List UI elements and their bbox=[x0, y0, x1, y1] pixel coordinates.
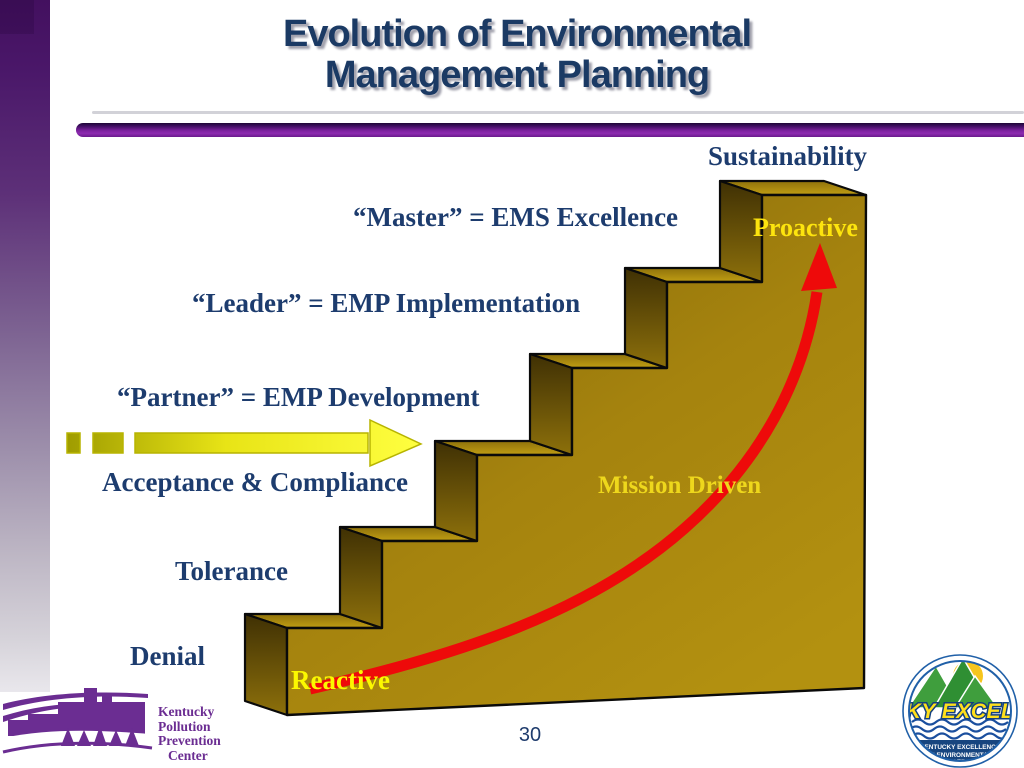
kyexcel-tagline1: KENTUCKY EXCELLENCE bbox=[920, 744, 1001, 751]
stair-front-face bbox=[285, 193, 868, 717]
yellow-pointer-arrow bbox=[66, 418, 423, 468]
kyexcel-waves bbox=[909, 718, 1009, 740]
page-number: 30 bbox=[518, 724, 542, 746]
label-mission-driven: Mission Driven bbox=[598, 472, 762, 499]
red-growth-arrow bbox=[308, 243, 837, 695]
page-title-line2: Management Planning bbox=[324, 54, 710, 96]
label-leader-emp-implementation: “Leader” = EMP Implementation bbox=[192, 288, 581, 318]
kyexcel-tagline2: IN ENVIRONMENTAL bbox=[928, 752, 992, 759]
label-denial: Denial bbox=[130, 641, 206, 671]
page-title-line1: Evolution of Environmental bbox=[282, 13, 752, 55]
sidebar-corner-square bbox=[0, 0, 34, 34]
label-tolerance: Tolerance bbox=[175, 556, 288, 586]
page-title: Evolution of Environmental Management Pl… bbox=[10, 14, 1024, 96]
kppc-line1: Kentucky bbox=[158, 704, 215, 719]
label-reactive: Reactive bbox=[291, 665, 390, 695]
sidebar-gradient-bar bbox=[0, 0, 50, 692]
kppc-logo-text: Kentucky Pollution Prevention Center bbox=[158, 704, 221, 763]
kyexcel-inner-ring bbox=[908, 660, 1012, 762]
stair-side-faces bbox=[243, 179, 764, 717]
label-proactive: Proactive bbox=[753, 213, 858, 242]
label-master-ems-excellence: “Master” = EMS Excellence bbox=[353, 202, 679, 232]
label-sustainability: Sustainability bbox=[708, 141, 868, 171]
kyexcel-mountains bbox=[909, 661, 1000, 709]
kppc-line2: Pollution bbox=[158, 718, 211, 734]
kyexcel-name: KY EXCEL bbox=[906, 700, 1015, 723]
label-acceptance-compliance: Acceptance & Compliance bbox=[102, 467, 408, 497]
title-divider-bar bbox=[76, 123, 1024, 137]
kppc-line4: Center bbox=[168, 747, 208, 763]
kppc-logo-graphic bbox=[2, 688, 153, 754]
kppc-line3: Prevention bbox=[158, 733, 221, 748]
label-partner-emp-development: “Partner” = EMP Development bbox=[117, 382, 480, 412]
divider-shadow bbox=[92, 111, 1024, 114]
